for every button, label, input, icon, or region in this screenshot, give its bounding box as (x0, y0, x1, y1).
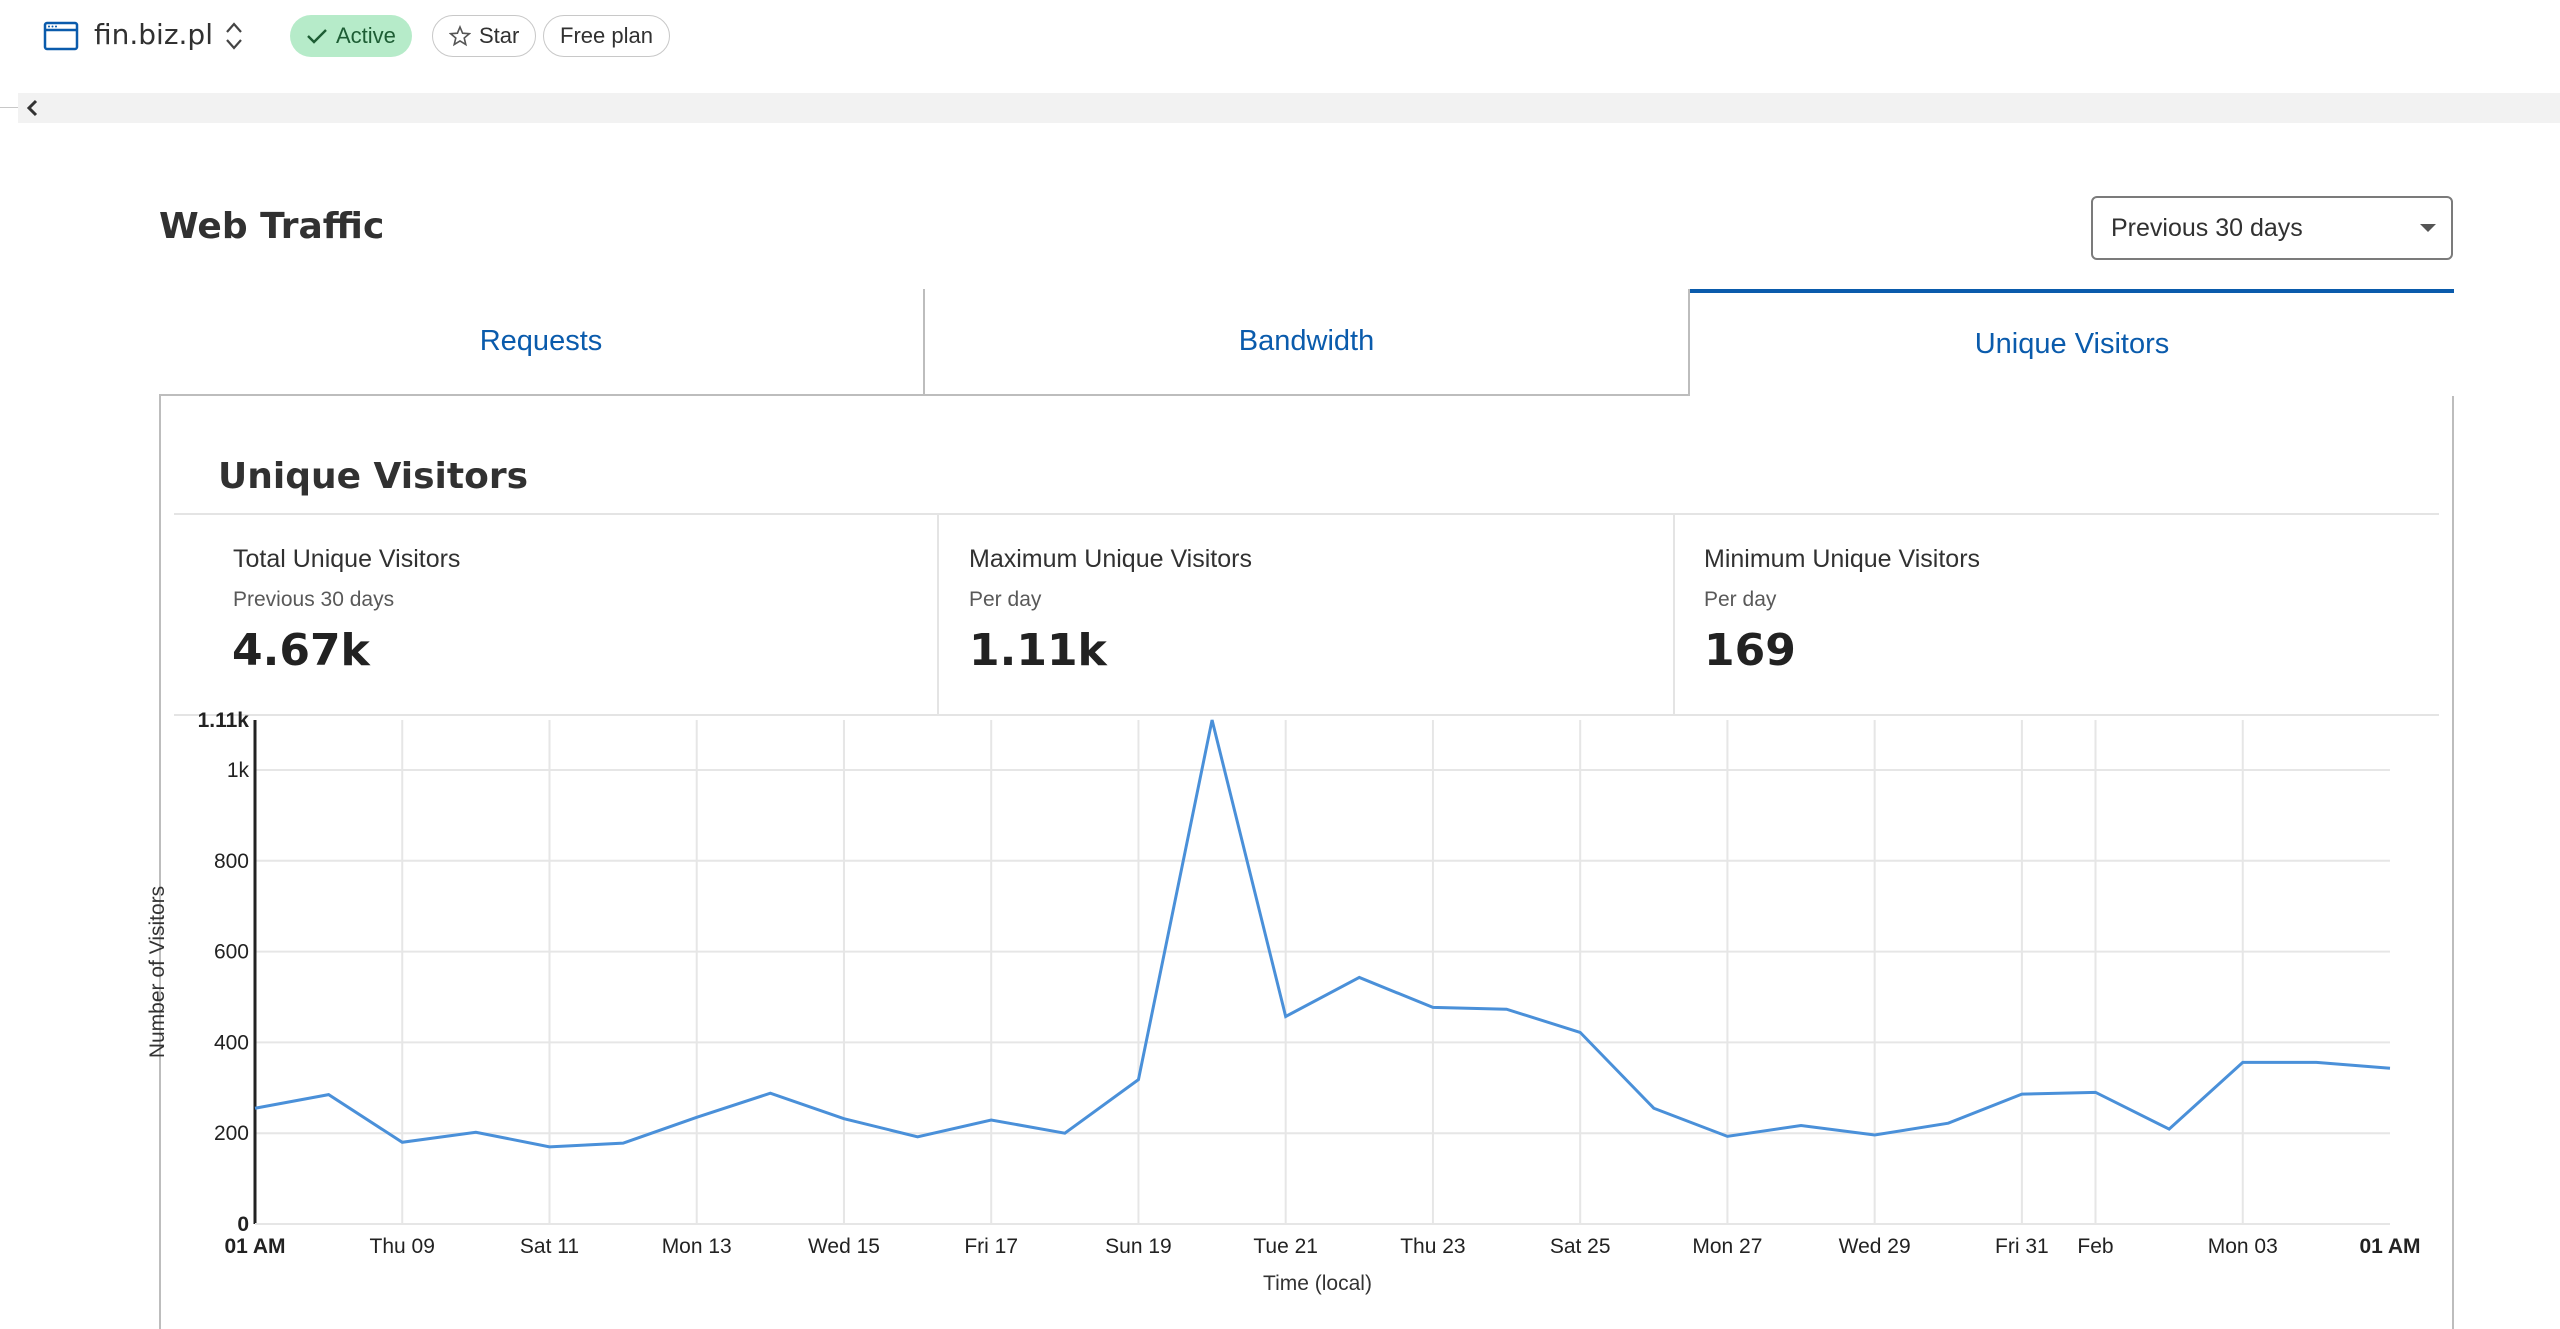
y-tick-label: 600 (214, 941, 249, 964)
stat-sublabel: Per day (969, 588, 1042, 611)
data-point (622, 1142, 625, 1145)
stat-label: Total Unique Visitors (233, 545, 461, 573)
data-point (1652, 1107, 1655, 1110)
y-tick-label: 800 (214, 850, 249, 873)
stat-value: 169 (1704, 625, 1796, 676)
data-point (2241, 1061, 2244, 1064)
chevron-left-icon[interactable] (22, 96, 44, 120)
star-label: Star (479, 23, 520, 48)
data-point (2168, 1128, 2171, 1131)
data-point (1947, 1122, 1950, 1125)
stat-minimum-unique-visitors: Minimum Unique Visitors Per day 169 (1675, 515, 2439, 715)
x-axis-title: Time (local) (1263, 1272, 1372, 1295)
plan-label: Free plan (560, 23, 653, 48)
x-tick-label: Thu 23 (1400, 1235, 1465, 1258)
page-title: Web Traffic (159, 206, 385, 247)
star-icon (449, 25, 471, 47)
data-point (1063, 1132, 1066, 1135)
data-point (1726, 1135, 1729, 1138)
data-point (1284, 1015, 1287, 1018)
data-point (2094, 1091, 2097, 1094)
tab-label: Requests (479, 325, 603, 357)
y-axis-title: Number of Visitors (146, 886, 169, 1058)
data-point (1358, 976, 1361, 979)
tab-bandwidth[interactable]: Bandwidth (925, 289, 1690, 396)
x-tick-label: Feb (2077, 1235, 2113, 1258)
data-point (1873, 1134, 1876, 1137)
sidebar-collapse-bar[interactable] (18, 93, 2560, 123)
collapse-divider (0, 107, 18, 108)
site-name[interactable]: fin.biz.pl (94, 18, 213, 51)
checkmark-icon (307, 29, 327, 44)
data-point (474, 1131, 477, 1134)
x-tick-label: Thu 09 (370, 1235, 435, 1258)
time-range-select[interactable]: Previous 30 days (2091, 196, 2453, 260)
data-point (327, 1093, 330, 1096)
x-tick-label: Wed 15 (808, 1235, 880, 1258)
data-point (916, 1135, 919, 1138)
x-tick-label: 01 AM (224, 1235, 285, 1258)
data-point (2389, 1067, 2392, 1070)
stat-total-unique-visitors: Total Unique Visitors Previous 30 days 4… (174, 515, 939, 715)
star-button[interactable]: Star (432, 15, 537, 57)
y-tick-label: 400 (214, 1031, 249, 1054)
data-point (254, 1107, 257, 1110)
stat-value: 1.11k (969, 625, 1107, 676)
y-tick-label: 200 (214, 1122, 249, 1145)
x-tick-label: Fri 17 (964, 1235, 1018, 1258)
browser-window-icon (43, 21, 79, 51)
x-tick-label: Sat 11 (520, 1235, 579, 1258)
x-tick-label: Mon 03 (2208, 1235, 2278, 1258)
x-tick-label: Mon 13 (662, 1235, 732, 1258)
status-label: Active (336, 23, 396, 48)
data-point (842, 1117, 845, 1120)
y-tick-label: 1k (227, 759, 250, 782)
top-bar: fin.biz.pl Active Star Free plan (0, 0, 2560, 72)
data-point (548, 1145, 551, 1148)
x-tick-label: Tue 21 (1253, 1235, 1318, 1258)
plan-badge[interactable]: Free plan (543, 15, 670, 57)
x-tick-label: Mon 27 (1692, 1235, 1762, 1258)
data-point (990, 1119, 993, 1122)
stat-value: 4.67k (232, 625, 370, 676)
data-point (1800, 1124, 1803, 1127)
site-switcher-icon[interactable] (222, 19, 246, 53)
data-point (1579, 1031, 1582, 1034)
time-range-value: Previous 30 days (2111, 213, 2303, 242)
y-tick-label: 1.11k (198, 709, 250, 732)
card-title: Unique Visitors (218, 456, 529, 497)
x-tick-label: Sat 25 (1550, 1235, 1611, 1258)
data-point (1505, 1008, 1508, 1011)
divider (174, 513, 2439, 515)
stat-sublabel: Previous 30 days (233, 588, 395, 611)
data-point (1431, 1006, 1434, 1009)
x-tick-label: Fri 31 (1995, 1235, 2049, 1258)
status-badge: Active (290, 15, 412, 57)
stat-sublabel: Per day (1704, 588, 1777, 611)
data-point (769, 1092, 772, 1095)
stat-label: Maximum Unique Visitors (969, 545, 1252, 573)
data-point (1211, 719, 1214, 722)
tab-unique-visitors[interactable]: Unique Visitors (1690, 289, 2454, 396)
x-tick-label: Wed 29 (1839, 1235, 1911, 1258)
data-point (2020, 1093, 2023, 1096)
data-point (2315, 1061, 2318, 1064)
caret-down-icon (2420, 224, 2436, 232)
divider (174, 714, 2439, 716)
data-point (695, 1116, 698, 1119)
series-line (254, 719, 2391, 1149)
tab-label: Unique Visitors (1974, 328, 2170, 360)
stat-maximum-unique-visitors: Maximum Unique Visitors Per day 1.11k (939, 515, 1675, 715)
x-tick-label: Sun 19 (1105, 1235, 1172, 1258)
tab-requests[interactable]: Requests (159, 289, 925, 396)
tab-label: Bandwidth (1238, 325, 1375, 357)
y-tick-label: 0 (237, 1213, 249, 1236)
x-tick-label: 01 AM (2359, 1235, 2420, 1258)
data-point (1137, 1078, 1140, 1081)
stat-label: Minimum Unique Visitors (1704, 545, 1981, 573)
data-point (401, 1141, 404, 1144)
